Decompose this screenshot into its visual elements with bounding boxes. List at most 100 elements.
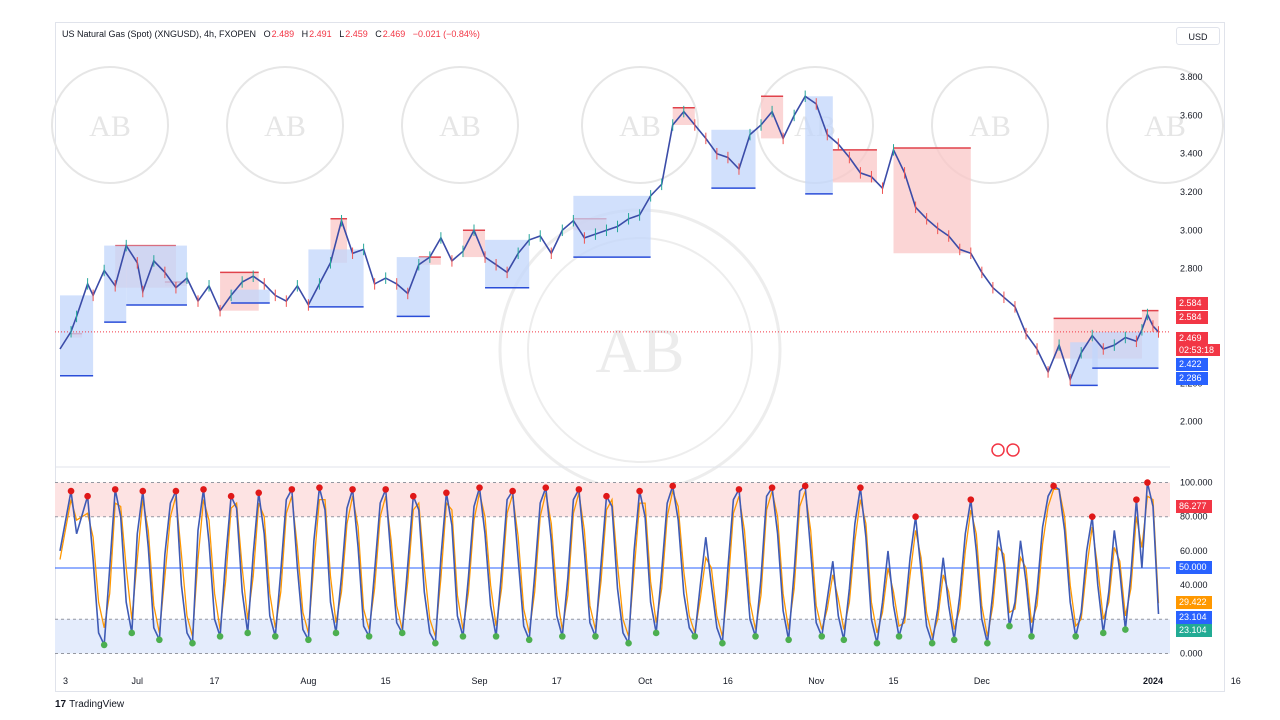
- overbought-pivot-dot: [255, 489, 263, 497]
- watermark-text: AB: [969, 110, 1011, 143]
- overbought-pivot-dot: [857, 484, 864, 491]
- oscillator-axis-tick: 60.000: [1180, 546, 1208, 556]
- watermark-text: AB: [264, 110, 306, 143]
- oversold-pivot-dot: [1028, 633, 1035, 640]
- overbought-pivot-dot: [1133, 496, 1140, 503]
- oversold-pivot-dot: [818, 633, 826, 640]
- overbought-pivot-dot: [967, 496, 975, 503]
- price-axis-tick: 3.400: [1180, 149, 1203, 159]
- oscillator-tag: 86.277: [1176, 500, 1212, 513]
- oscillator-axis-tick: 40.000: [1180, 580, 1208, 590]
- overbought-pivot-dot: [912, 513, 919, 521]
- watermark-text: AB: [89, 110, 131, 143]
- support-zone: [231, 289, 270, 304]
- price-axis-tick: 2.000: [1180, 417, 1203, 427]
- overbought-pivot-dot: [1050, 482, 1057, 490]
- low-value: 2.459: [345, 29, 368, 39]
- overbought-pivot-dot: [476, 484, 483, 491]
- watermark-seal: [581, 66, 699, 184]
- high-value: 2.491: [309, 29, 332, 39]
- oversold-pivot-dot: [459, 633, 467, 640]
- change-value: −0.021 (−0.84%): [412, 29, 480, 39]
- time-axis-tick: Aug: [300, 676, 316, 686]
- oscillator-axis-tick: 100.000: [1180, 478, 1213, 488]
- support-zone: [396, 257, 430, 317]
- oversold-pivot-dot: [785, 636, 792, 644]
- watermark-text: AB: [1144, 110, 1186, 143]
- watermark-seal: [1106, 66, 1224, 184]
- oversold-pivot-dot: [719, 639, 726, 647]
- symbol-header: US Natural Gas (Spot) (XNGUSD), 4h, FXOP…: [62, 29, 485, 39]
- time-axis-tick: Oct: [638, 676, 653, 686]
- support-zone: [60, 295, 94, 376]
- time-axis-tick: Nov: [808, 676, 825, 686]
- oversold-pivot-dot: [525, 636, 533, 644]
- symbol-title: US Natural Gas (Spot) (XNGUSD), 4h, FXOP…: [62, 29, 257, 39]
- time-axis-tick: 17: [210, 676, 220, 686]
- watermark-seal: [401, 66, 519, 184]
- overbought-pivot-dot: [1144, 479, 1151, 486]
- oscillator-axis-tick: 0.000: [1180, 648, 1203, 658]
- overbought-pivot-dot: [227, 492, 235, 500]
- oscillator-tag: 50.000: [1176, 561, 1212, 574]
- time-axis-tick: Jul: [132, 676, 144, 686]
- price-axis-tick: 3.200: [1180, 187, 1203, 197]
- overbought-pivot-dot: [288, 486, 296, 493]
- overbought-pivot-dot: [172, 487, 180, 495]
- overbought-pivot-dot: [801, 482, 809, 490]
- oversold-pivot-dot: [216, 633, 224, 640]
- overbought-pivot-dot: [111, 486, 119, 493]
- price-axis-tick: 2.800: [1180, 264, 1203, 274]
- oversold-pivot-dot: [652, 629, 660, 637]
- oversold-pivot-dot: [950, 636, 958, 644]
- resistance-zone: [462, 230, 486, 258]
- watermark-text: AB: [619, 110, 661, 143]
- oversold-pivot-dot: [592, 633, 599, 640]
- tradingview-brand[interactable]: 17 TradingView: [55, 699, 124, 710]
- price-tag: 2.584: [1176, 311, 1208, 324]
- oscillator-tag: 29.422: [1176, 596, 1212, 609]
- time-axis-tick: Dec: [974, 676, 991, 686]
- overbought-pivot-dot: [67, 487, 75, 495]
- overbought-pivot-dot: [382, 486, 389, 493]
- overbought-pivot-dot: [200, 486, 207, 493]
- time-axis-tick: 2024: [1143, 676, 1163, 686]
- price-series-line: [59, 95, 1160, 382]
- overbought-pivot-dot: [409, 492, 417, 500]
- support-zone: [573, 195, 651, 258]
- oversold-pivot-dot: [332, 629, 340, 637]
- oversold-pivot-dot: [625, 639, 632, 647]
- oversold-pivot-dot: [128, 629, 136, 637]
- time-axis-tick: Sep: [472, 676, 488, 686]
- oversold-pivot-dot: [365, 633, 373, 640]
- overbought-pivot-dot: [669, 482, 677, 490]
- oscillator-tag: 23.104: [1176, 611, 1212, 624]
- overbought-pivot-dot: [349, 486, 356, 493]
- oversold-pivot-dot: [1006, 622, 1013, 630]
- watermark-seal: [931, 66, 1049, 184]
- brand-name: TradingView: [69, 699, 125, 710]
- oversold-pivot-dot: [895, 633, 903, 640]
- watermark-text: AB: [439, 110, 481, 143]
- oversold-pivot-dot: [492, 633, 500, 640]
- price-axis-tick: 3.800: [1180, 72, 1203, 82]
- tradingview-logo-icon: 17: [55, 699, 67, 710]
- oversold-pivot-dot: [305, 636, 312, 644]
- economic-event-icon[interactable]: [991, 443, 1005, 457]
- overbought-pivot-dot: [139, 487, 147, 495]
- price-tag: 2.286: [1176, 372, 1208, 385]
- currency-button[interactable]: USD: [1176, 27, 1220, 45]
- oscillator-d-line: [59, 488, 1160, 639]
- oversold-pivot-dot: [559, 633, 566, 640]
- price-tag: 2.469: [1176, 332, 1208, 345]
- economic-event-icon[interactable]: [1006, 443, 1020, 457]
- oversold-pivot-dot: [271, 633, 279, 640]
- high-label: H: [301, 29, 309, 39]
- oversold-pivot-dot: [873, 639, 881, 647]
- oversold-pivot-dot: [752, 633, 759, 640]
- close-label: C: [375, 29, 382, 39]
- oversold-pivot-dot: [189, 639, 196, 647]
- overbought-pivot-dot: [603, 492, 610, 500]
- overbought-pivot-dot: [316, 484, 323, 491]
